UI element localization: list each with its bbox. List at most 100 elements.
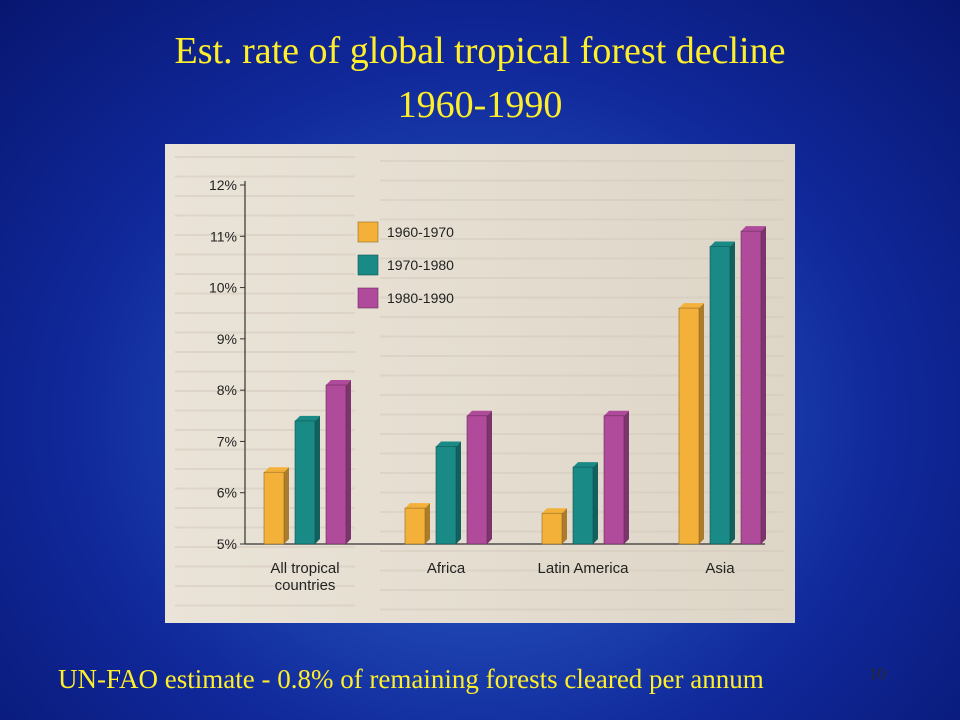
texture-line xyxy=(175,253,355,256)
bar-top-1960-1970 xyxy=(679,303,704,309)
texture-line xyxy=(175,565,355,568)
texture-line xyxy=(175,234,355,236)
bar-top-1980-1990 xyxy=(467,410,492,416)
bar-1970-1980-1 xyxy=(435,446,457,545)
bar-top-1980-1990 xyxy=(604,410,629,416)
bar-side-1980-1990 xyxy=(346,380,351,544)
bar-side-1960-1970 xyxy=(699,303,704,544)
bar-top-1970-1980 xyxy=(573,462,598,468)
y-tick-label: 9% xyxy=(217,331,237,347)
texture-line xyxy=(175,292,355,295)
texture-line xyxy=(380,608,785,611)
bar-chart: 5% 6% 7% 8% 9% 10% 11% 12% All tropicalcountries… xyxy=(175,156,785,611)
x-category-label: countries xyxy=(275,577,336,594)
bar-top-1980-1990 xyxy=(326,380,351,386)
texture-line xyxy=(175,156,355,158)
texture-line xyxy=(380,589,785,591)
texture-line xyxy=(175,195,355,197)
slide-number: 10 xyxy=(869,664,886,683)
x-category-label: Africa xyxy=(427,560,466,577)
texture-line xyxy=(175,585,355,587)
bar-top-1960-1970 xyxy=(405,503,430,509)
slide-title: Est. rate of global tropical forest decl… xyxy=(174,30,786,72)
bar-1960-1970-2 xyxy=(541,512,563,545)
x-category-label: All tropical xyxy=(270,560,339,577)
texture-line xyxy=(380,277,785,279)
bar-1960-1970-1 xyxy=(404,507,426,545)
bar-top-1960-1970 xyxy=(542,508,567,514)
texture-line xyxy=(380,374,785,377)
texture-line xyxy=(380,413,785,416)
texture-line xyxy=(380,335,785,338)
bar-side-1970-1980 xyxy=(315,415,320,544)
bar-side-1980-1990 xyxy=(761,226,766,544)
bar-top-1970-1980 xyxy=(710,241,735,247)
texture-line xyxy=(175,214,355,217)
texture-line xyxy=(175,370,355,373)
y-tick-label: 6% xyxy=(217,485,237,501)
texture-line xyxy=(380,238,785,240)
y-tick-label: 5% xyxy=(217,536,237,552)
texture-line xyxy=(175,448,355,451)
texture-line xyxy=(175,409,355,412)
texture-line xyxy=(175,546,355,548)
texture-line xyxy=(380,199,785,201)
chart-plot: 5% 6% 7% 8% 9% 10% 11% 12% All tropicalcountries… xyxy=(209,177,766,594)
legend-swatch xyxy=(357,287,379,309)
bar-1980-1990-0 xyxy=(325,384,347,545)
slide-caption: UN-FAO estimate - 0.8% of remaining fore… xyxy=(58,664,764,694)
y-tick-label: 7% xyxy=(217,433,237,449)
texture-line xyxy=(380,569,785,572)
bar-side-1960-1970 xyxy=(425,503,430,544)
bar-side-1960-1970 xyxy=(284,467,289,544)
bar-side-1970-1980 xyxy=(456,441,461,544)
texture-line xyxy=(175,175,355,178)
texture-line xyxy=(380,550,785,552)
bar-1980-1990-1 xyxy=(466,415,488,545)
bar-top-1980-1990 xyxy=(741,226,766,232)
x-category-label: Asia xyxy=(705,560,735,577)
texture-line xyxy=(175,429,355,431)
texture-line xyxy=(175,312,355,314)
texture-line xyxy=(380,433,785,435)
legend-label: 1980-1990 xyxy=(387,290,454,306)
legend-label: 1960-1970 xyxy=(387,224,454,240)
chart-photo: 5% 6% 7% 8% 9% 10% 11% 12% All tropical countries… xyxy=(165,144,795,623)
bar-top-1970-1980 xyxy=(295,415,320,421)
bar-top-1970-1980 xyxy=(436,441,461,447)
texture-line xyxy=(175,390,355,392)
bar-1960-1970-3 xyxy=(678,307,700,545)
texture-line xyxy=(380,160,785,162)
legend-swatch xyxy=(357,221,379,243)
bar-1970-1980-3 xyxy=(709,246,731,545)
bar-side-1980-1990 xyxy=(487,410,492,544)
bar-side-1960-1970 xyxy=(562,508,567,544)
texture-line xyxy=(175,351,355,353)
texture-line xyxy=(175,331,355,334)
bar-1960-1970-0 xyxy=(263,471,285,545)
bar-side-1970-1980 xyxy=(730,241,735,544)
bar-1970-1980-2 xyxy=(572,466,594,545)
bar-side-1970-1980 xyxy=(593,462,598,544)
texture-line xyxy=(380,355,785,357)
y-tick-label: 11% xyxy=(210,228,237,244)
texture-line xyxy=(380,218,785,221)
texture-line xyxy=(380,257,785,260)
texture-line xyxy=(175,604,355,607)
texture-line xyxy=(380,316,785,318)
texture-line xyxy=(175,468,355,470)
y-tick-label: 10% xyxy=(209,280,237,296)
texture-line xyxy=(380,394,785,396)
bar-1970-1980-0 xyxy=(294,420,316,545)
slide-subtitle: 1960-1990 xyxy=(397,84,563,126)
x-category-label: Latin America xyxy=(538,560,630,577)
bar-1980-1990-2 xyxy=(603,415,625,545)
texture-line xyxy=(175,273,355,275)
bar-top-1960-1970 xyxy=(264,467,289,473)
bar-1980-1990-3 xyxy=(740,230,762,545)
legend-swatch xyxy=(357,254,379,276)
bar-side-1980-1990 xyxy=(624,410,629,544)
texture-line xyxy=(380,452,785,455)
legend-label: 1970-1980 xyxy=(387,257,454,273)
texture-line xyxy=(380,296,785,299)
